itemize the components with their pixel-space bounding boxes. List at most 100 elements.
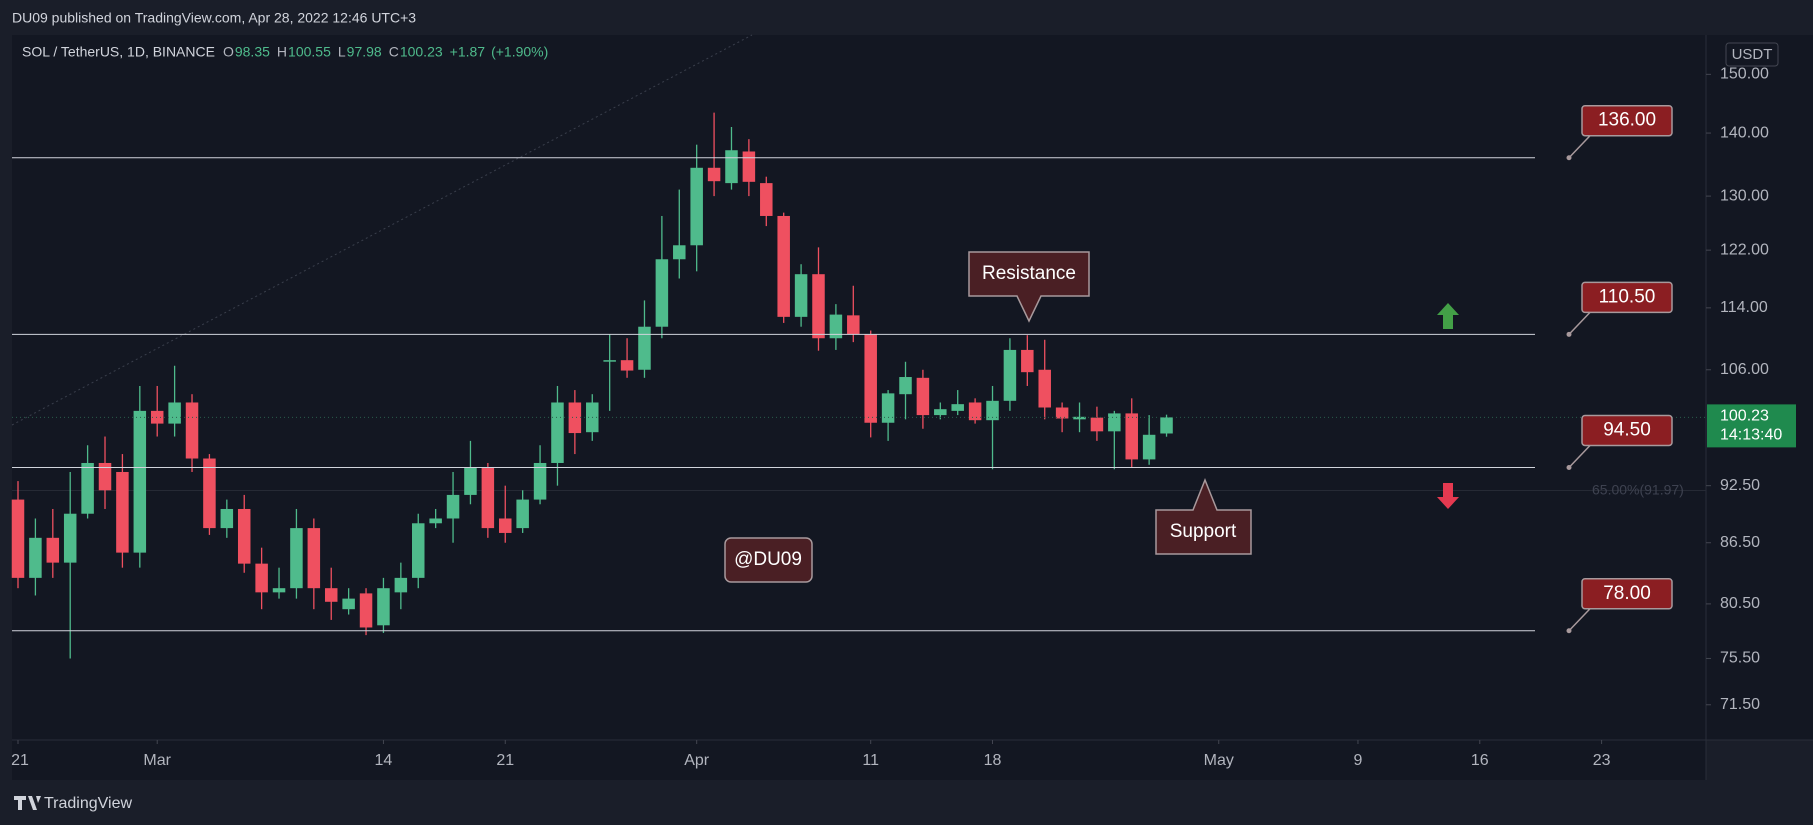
candle-body	[673, 245, 686, 260]
level-connector	[1568, 311, 1591, 335]
x-tick-label: 16	[1471, 752, 1489, 769]
candle-body	[1021, 349, 1034, 373]
candle-body	[255, 563, 268, 593]
legend-change: +1.87	[450, 44, 486, 60]
y-tick-label: 75.50	[1720, 650, 1760, 667]
candle-body	[290, 528, 303, 589]
legend-value: 97.98	[347, 44, 382, 60]
candle-body	[481, 467, 495, 529]
candle-body	[1055, 407, 1069, 419]
y-tick-label: 92.50	[1720, 477, 1760, 494]
level-label: 110.50	[1599, 286, 1656, 307]
price-axis	[1706, 35, 1813, 740]
author-box	[724, 537, 813, 583]
level-connector	[1568, 444, 1591, 468]
candle-body	[777, 215, 790, 317]
level-box	[1581, 281, 1673, 314]
currency-label: USDT	[1732, 46, 1773, 63]
x-tick-label: Apr	[684, 752, 710, 769]
candle-body	[725, 150, 738, 184]
candle-body	[394, 577, 408, 593]
down-arrow	[1437, 483, 1459, 509]
x-tick-label: 21	[496, 752, 514, 769]
candle-body	[934, 409, 947, 416]
candle-body	[98, 462, 112, 491]
candle-body	[916, 377, 930, 416]
candle-body	[1038, 369, 1051, 408]
candle-body	[377, 588, 390, 626]
y-tick-label: 80.50	[1720, 595, 1760, 612]
candle-body	[655, 259, 669, 327]
candle-body	[986, 400, 999, 421]
candle-body	[237, 508, 251, 564]
candle-body	[272, 588, 286, 593]
resistance-callout	[968, 251, 1090, 323]
candle-body	[116, 471, 129, 553]
brand-name: TradingView	[44, 795, 132, 812]
support-callout	[1155, 477, 1252, 555]
candle-body	[359, 593, 373, 628]
legend-key: L	[338, 44, 346, 60]
candle-body	[46, 537, 60, 563]
candle-body	[1108, 413, 1121, 432]
candle-body	[551, 402, 564, 463]
candle-body	[429, 518, 442, 524]
candle-body	[603, 360, 616, 362]
candle-body	[742, 151, 756, 182]
y-tick-label: 114.00	[1720, 299, 1768, 316]
candle-body	[638, 326, 651, 370]
support-label: Support	[1170, 521, 1237, 542]
level-anchor	[1566, 155, 1572, 161]
candle-body	[446, 494, 460, 519]
last-price-label: 100.23	[1720, 408, 1769, 425]
x-tick-label: 21	[11, 752, 29, 769]
candle-body	[760, 183, 773, 216]
candle-body	[464, 467, 477, 495]
y-tick-label: 86.50	[1720, 534, 1760, 551]
legend-value: 100.23	[400, 44, 443, 60]
candle-body	[516, 499, 529, 529]
candle-body	[707, 167, 721, 182]
last-price-tag	[1707, 404, 1796, 448]
candle-body	[324, 588, 338, 602]
x-tick-label: 23	[1593, 752, 1611, 769]
legend-key: C	[389, 44, 399, 60]
candle-body	[847, 315, 860, 335]
x-tick-label: 18	[984, 752, 1002, 769]
level-connector	[1568, 135, 1591, 159]
candle-body	[499, 518, 512, 533]
currency-box	[1725, 42, 1779, 67]
candle-body	[29, 537, 42, 578]
candle-body	[1003, 349, 1017, 401]
candle-body	[533, 462, 547, 500]
x-tick-label: 14	[375, 752, 393, 769]
candle-body	[1125, 413, 1138, 460]
level-anchor	[1566, 628, 1572, 634]
y-tick-label: 122.00	[1720, 241, 1769, 258]
time-axis	[12, 740, 1706, 780]
candle-body	[568, 402, 582, 434]
y-tick-label: 130.00	[1720, 187, 1769, 204]
candle-body	[168, 402, 181, 424]
candle-body	[185, 402, 199, 459]
candle-body	[1073, 416, 1086, 420]
candle-body	[81, 462, 94, 514]
candle-body	[1090, 417, 1104, 432]
candle-body	[203, 458, 216, 529]
candle-body	[864, 334, 877, 423]
legend-key: O	[223, 44, 234, 60]
candle-body	[620, 360, 634, 371]
y-tick-label: 71.50	[1720, 696, 1760, 713]
candle-body	[150, 410, 164, 424]
level-anchor	[1566, 331, 1572, 337]
candle-body	[812, 274, 825, 339]
level-label: 94.50	[1603, 419, 1651, 440]
level-box	[1581, 577, 1673, 610]
legend-value: 100.55	[288, 44, 331, 60]
level-anchor	[1566, 464, 1572, 470]
candle-body	[899, 377, 912, 395]
legend-value: 98.35	[235, 44, 270, 60]
candle-body	[11, 499, 25, 578]
candle-body	[411, 523, 425, 578]
